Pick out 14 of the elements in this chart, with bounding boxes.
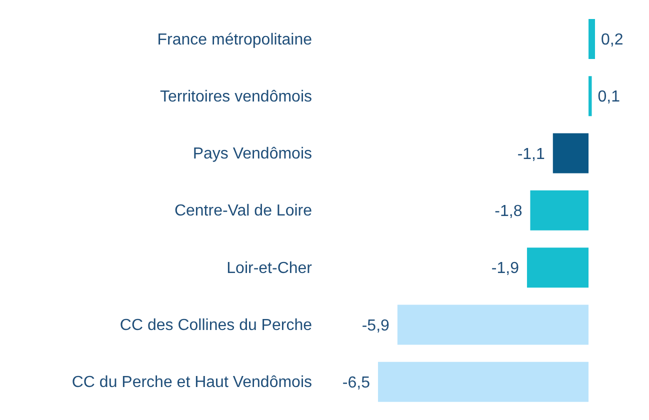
y-tick-label: CC du Perche et Haut Vendômois <box>72 374 312 392</box>
y-tick-label: Centre-Val de Loire <box>174 202 312 220</box>
data-label: 0,2 <box>601 32 624 49</box>
data-label: -1,9 <box>491 260 520 278</box>
y-tick-label: Territoires vendômois <box>160 88 312 106</box>
y-tick-label: CC des Collines du Perche <box>120 316 312 334</box>
data-label: -1,8 <box>494 203 522 220</box>
y-tick-label: Pays Vendômois <box>192 146 312 163</box>
data-label: -6,5 <box>342 374 370 392</box>
data-label: 0,1 <box>598 88 620 106</box>
data-label: -1,1 <box>517 146 545 163</box>
y-tick-label: Loir-et-Cher <box>226 260 313 277</box>
data-label: -5,9 <box>362 317 390 334</box>
y-tick-label: France métropolitaine <box>157 31 312 48</box>
